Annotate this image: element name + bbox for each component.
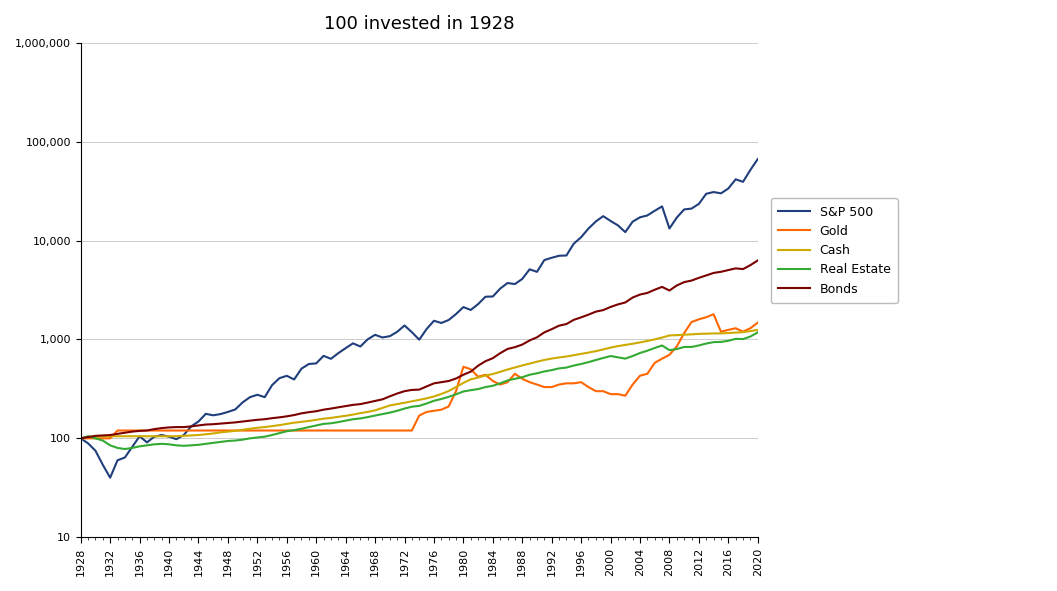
Legend: S&P 500, Gold, Cash, Real Estate, Bonds: S&P 500, Gold, Cash, Real Estate, Bonds [771,198,897,303]
Bonds [752,257,764,264]
S&P 500 [421,326,433,333]
Gold [163,427,175,434]
Cash [185,432,198,439]
Gold [707,311,720,318]
Gold [413,412,426,419]
Real Estate [74,435,87,442]
S&P 500 [752,155,764,163]
Cash [413,397,426,404]
Bonds [215,420,227,427]
Bonds [545,326,558,333]
Bonds [185,423,198,430]
Bonds [74,435,87,442]
Real Estate [752,329,764,336]
Title: 100 invested in 1928: 100 invested in 1928 [324,15,515,33]
S&P 500 [192,418,205,425]
Gold [612,391,625,398]
Real Estate [421,400,433,407]
Real Estate [192,441,205,449]
Cash [163,433,175,440]
Cash [215,429,227,436]
Gold [185,427,198,434]
Cash [752,326,764,333]
Real Estate [170,442,183,449]
Bonds [163,424,175,431]
Real Estate [619,355,632,362]
Gold [215,427,227,434]
S&P 500 [104,474,116,481]
Line: Bonds: Bonds [80,261,758,439]
Line: Cash: Cash [80,330,758,439]
Line: S&P 500: S&P 500 [80,159,758,478]
S&P 500 [74,435,87,442]
Cash [545,355,558,362]
S&P 500 [619,229,632,236]
S&P 500 [222,408,235,415]
Line: Real Estate: Real Estate [80,332,758,449]
Line: Gold: Gold [80,314,758,439]
S&P 500 [553,252,565,259]
Cash [612,343,625,350]
Real Estate [222,437,235,444]
Real Estate [118,446,131,453]
Gold [752,319,764,326]
Gold [74,435,87,442]
Real Estate [553,365,565,372]
Bonds [612,301,625,308]
Bonds [413,386,426,393]
S&P 500 [170,436,183,443]
Cash [74,435,87,442]
Gold [545,384,558,391]
